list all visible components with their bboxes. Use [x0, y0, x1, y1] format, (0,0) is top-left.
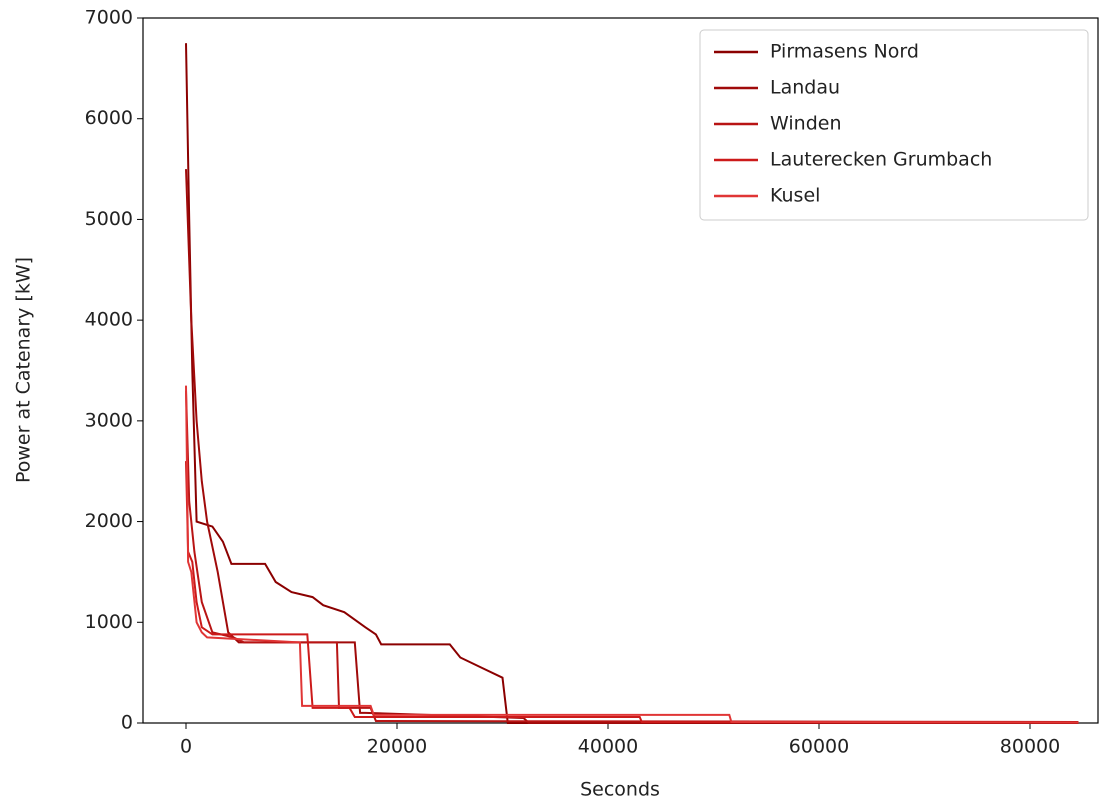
x-tick-label: 40000 [578, 736, 638, 758]
series-line [185, 43, 1079, 724]
y-tick-label: 5000 [85, 208, 133, 230]
legend-label: Kusel [770, 185, 820, 207]
legend-label: Lauterecken Grumbach [770, 149, 992, 171]
y-tick-label: 2000 [85, 510, 133, 532]
x-tick-label: 80000 [1000, 736, 1060, 758]
legend-label: Winden [770, 113, 841, 135]
legend-label: Pirmasens Nord [770, 41, 919, 63]
series-line [185, 385, 1079, 724]
series-line [185, 390, 1079, 723]
y-tick-label: 7000 [85, 7, 133, 29]
series-line [185, 169, 1079, 724]
x-axis-label: Seconds [580, 779, 660, 801]
y-tick-label: 6000 [85, 107, 133, 129]
x-tick-label: 0 [180, 736, 192, 758]
y-tick-label: 4000 [85, 309, 133, 331]
legend-box [699, 29, 1089, 221]
x-tick-label: 60000 [789, 736, 849, 758]
legend-label: Landau [770, 77, 840, 99]
x-tick-label: 20000 [367, 736, 427, 758]
y-axis-label: Power at Catenary [kW] [13, 257, 35, 483]
series-line [185, 461, 1079, 724]
y-tick-label: 1000 [85, 611, 133, 633]
y-tick-label: 0 [121, 712, 133, 734]
y-tick-label: 3000 [85, 409, 133, 431]
